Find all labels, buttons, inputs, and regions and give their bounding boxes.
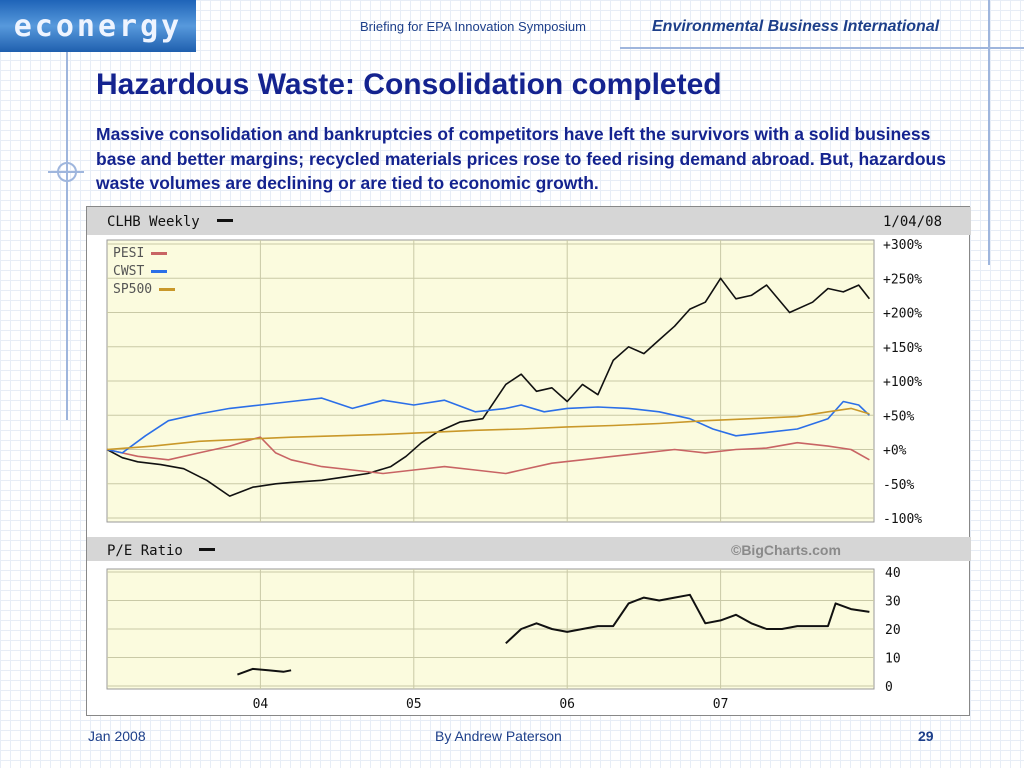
price-plot-grid <box>107 240 874 522</box>
price-chart-header-band <box>87 207 971 235</box>
price-y-tick-label: -50% <box>883 478 914 493</box>
price-y-tick-label: +100% <box>883 375 922 390</box>
pe-series-line-segment <box>237 667 292 676</box>
price-y-tick-label: +250% <box>883 272 922 287</box>
logo-text: econergy <box>13 8 183 44</box>
pe-chart-title: P/E Ratio <box>107 543 183 559</box>
price-y-axis: +300% +250% +200% +150% +100% +50% +0% -50% -100… <box>883 238 922 527</box>
econergy-logo: econergy <box>0 0 196 52</box>
briefing-label: Briefing for EPA Innovation Symposium <box>360 19 586 34</box>
pe-chart-title-swatch <box>199 548 215 551</box>
x-tick-label: 04 <box>253 697 269 712</box>
footer-page-number: 29 <box>918 728 934 744</box>
pe-series-line-segment <box>505 593 870 645</box>
pe-y-axis: 40 30 20 10 0 <box>885 566 901 695</box>
pe-y-tick-label: 30 <box>885 595 901 610</box>
price-legend: PESI CWST SP500 <box>113 246 175 297</box>
pe-y-tick-label: 40 <box>885 566 901 581</box>
price-chart-date: 1/04/08 <box>883 214 942 230</box>
decor-line-horizontal-top <box>620 47 1024 49</box>
x-tick-label: 07 <box>713 697 729 712</box>
pe-series-lines <box>237 593 870 676</box>
price-chart-title: CLHB Weekly <box>107 214 200 230</box>
series-line-clhb <box>106 277 871 497</box>
price-y-tick-label: +300% <box>883 238 922 253</box>
decor-circle-left <box>57 162 77 182</box>
series-line-sp500 <box>106 407 870 451</box>
price-series-lines <box>106 277 871 497</box>
x-tick-label: 06 <box>559 697 575 712</box>
footer-author: By Andrew Paterson <box>435 728 562 744</box>
stock-chart: CLHB Weekly 1/04/08 +300% +250% +200% +150%… <box>86 206 971 716</box>
legend-swatch-cwst <box>151 270 167 273</box>
price-y-tick-label: +200% <box>883 307 922 322</box>
legend-label-sp500: SP500 <box>113 282 152 297</box>
footer-date: Jan 2008 <box>88 728 146 744</box>
chart-svg: CLHB Weekly 1/04/08 +300% +250% +200% +150%… <box>87 207 971 712</box>
series-line-pesi <box>106 436 870 475</box>
bigcharts-watermark: ©BigCharts.com <box>731 542 841 558</box>
series-line-cwst <box>106 397 870 454</box>
pe-y-tick-label: 0 <box>885 680 893 695</box>
decor-line-vertical-right <box>988 0 990 265</box>
slide-title: Hazardous Waste: Consolidation completed <box>96 68 722 101</box>
slide-subtitle: Massive consolidation and bankruptcies o… <box>96 124 946 193</box>
legend-label-cwst: CWST <box>113 264 144 279</box>
pe-chart-header-band <box>87 537 971 561</box>
price-y-tick-label: +0% <box>883 444 907 459</box>
price-chart-title-swatch <box>217 219 233 222</box>
pe-y-tick-label: 20 <box>885 623 901 638</box>
x-axis-year-labels: 04 05 06 07 <box>253 697 729 712</box>
pe-y-tick-label: 10 <box>885 652 901 667</box>
price-y-tick-label: -100% <box>883 512 922 527</box>
decor-line-vertical-left <box>66 0 68 420</box>
legend-swatch-pesi <box>151 252 167 255</box>
organization-name: Environmental Business International <box>652 18 940 35</box>
price-y-tick-label: +50% <box>883 409 914 424</box>
price-y-tick-label: +150% <box>883 341 922 356</box>
x-tick-label: 05 <box>406 697 422 712</box>
legend-label-pesi: PESI <box>113 246 144 261</box>
legend-swatch-sp500 <box>159 288 175 291</box>
